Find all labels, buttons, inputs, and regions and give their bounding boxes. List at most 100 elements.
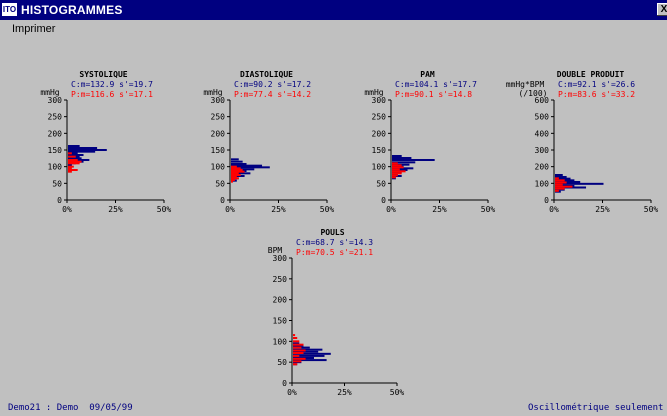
bar-p-diastolique xyxy=(231,172,239,175)
x-tick-label-double-produit: 25% xyxy=(595,205,610,214)
x-tick-label-pam: 25% xyxy=(432,205,447,214)
x-tick-label-pouls: 25% xyxy=(337,388,352,397)
bar-p-pouls xyxy=(293,343,304,346)
bar-p-pam xyxy=(392,172,402,175)
window-title: HISTOGRAMMES xyxy=(21,3,123,17)
bar-p-pam xyxy=(392,164,402,167)
y-tick-label-diastolique: 150 xyxy=(211,146,226,155)
bar-c-systolique xyxy=(68,152,78,155)
y-tick-label-pouls: 250 xyxy=(273,275,288,284)
footer-patient-info: Demo21 : Demo 09/05/99 xyxy=(8,403,133,413)
bar-p-double-produit xyxy=(555,177,559,180)
bar-p-diastolique xyxy=(231,170,245,173)
bar-c-diastolique xyxy=(231,166,270,169)
y-tick-label-double-produit: 500 xyxy=(535,113,550,122)
x-tick-label-pam: 50% xyxy=(481,205,496,214)
y-tick-label-double-produit: 400 xyxy=(535,129,550,138)
bar-p-diastolique xyxy=(231,179,235,181)
y-tick-label-diastolique: 250 xyxy=(211,113,226,122)
bar-p-double-produit xyxy=(555,181,567,184)
stats-p-pouls: P:m=70.5 s'=21.1 xyxy=(296,248,373,257)
y-tick-label-pam: 200 xyxy=(372,129,387,138)
bar-p-pouls xyxy=(293,357,306,360)
chart-title-systolique: SYSTOLIQUE xyxy=(79,70,127,79)
y-tick-label-pouls: 300 xyxy=(273,254,288,263)
bar-p-pam xyxy=(392,174,398,177)
stats-c-diastolique: C:m=90.2 s'=17.2 xyxy=(234,80,311,89)
bar-c-pouls xyxy=(293,342,300,345)
bar-p-systolique xyxy=(68,170,72,173)
app-icon: ITO xyxy=(2,3,17,16)
bar-c-diastolique xyxy=(231,158,239,161)
bar-p-double-produit xyxy=(555,187,565,190)
bar-p-pouls xyxy=(293,337,298,339)
bar-p-systolique xyxy=(68,167,72,170)
bar-p-double-produit xyxy=(555,179,565,182)
stats-c-double-produit: C:m=92.1 s'=26.6 xyxy=(558,80,635,89)
y-tick-label-diastolique: 100 xyxy=(211,163,226,172)
bar-p-pam xyxy=(392,176,396,179)
bar-p-pam xyxy=(392,170,406,173)
bar-c-pam xyxy=(392,161,416,164)
y-tick-label-double-produit: 100 xyxy=(535,179,550,188)
bar-c-pam xyxy=(392,155,402,157)
bar-p-pam xyxy=(392,168,400,171)
y-tick-label-pam: 50 xyxy=(376,179,386,188)
y-tick-label-double-produit: 300 xyxy=(535,146,550,155)
bar-p-pouls xyxy=(293,363,298,366)
y-tick-label-diastolique: 200 xyxy=(211,129,226,138)
bar-p-diastolique xyxy=(231,174,241,176)
bar-p-systolique xyxy=(68,160,82,163)
bar-p-pouls xyxy=(293,349,306,352)
y-tick-label-systolique: 150 xyxy=(48,146,63,155)
y-tick-label-systolique: 50 xyxy=(52,179,62,188)
stats-c-systolique: C:m=132.9 s'=19.7 xyxy=(71,80,153,89)
stats-p-diastolique: P:m=77.4 s'=14.2 xyxy=(234,90,311,99)
y-tick-label-systolique: 250 xyxy=(48,113,63,122)
y-tick-label-systolique: 300 xyxy=(48,96,63,105)
x-tick-label-diastolique: 0% xyxy=(225,205,235,214)
y-axis-label-pouls: BPM xyxy=(268,246,283,255)
x-tick-label-pouls: 50% xyxy=(390,388,405,397)
bar-c-pouls xyxy=(293,354,325,357)
bar-p-pam xyxy=(392,162,398,165)
bar-c-double-produit xyxy=(555,177,571,180)
x-tick-label-double-produit: 50% xyxy=(644,205,659,214)
x-tick-label-double-produit: 0% xyxy=(549,205,559,214)
y-tick-label-pouls: 0 xyxy=(282,379,287,388)
bar-p-diastolique xyxy=(231,167,241,170)
y-tick-label-systolique: 100 xyxy=(48,163,63,172)
bar-p-systolique xyxy=(68,155,76,158)
bar-p-diastolique xyxy=(231,180,233,183)
bar-c-double-produit xyxy=(555,174,563,176)
menu-item-imprimer[interactable]: Imprimer xyxy=(12,23,56,35)
bar-p-double-produit xyxy=(555,183,563,186)
y-axis-label-diastolique: mmHg xyxy=(203,88,222,97)
bar-c-double-produit xyxy=(555,176,567,178)
bar-p-pouls xyxy=(293,352,304,354)
bar-c-systolique xyxy=(68,147,98,149)
bar-p-diastolique xyxy=(231,169,243,171)
y-axis-label-systolique: mmHg xyxy=(40,88,59,97)
y-tick-label-pouls: 200 xyxy=(273,296,288,305)
title-bar: ITO HISTOGRAMMES X xyxy=(0,0,667,20)
bar-c-systolique xyxy=(68,145,80,147)
bar-p-diastolique xyxy=(231,165,237,168)
y-tick-label-diastolique: 50 xyxy=(215,179,225,188)
bar-c-double-produit xyxy=(555,182,604,185)
close-button[interactable]: X xyxy=(657,3,667,16)
y-tick-label-pouls: 150 xyxy=(273,317,288,326)
bar-c-pam xyxy=(392,159,435,161)
bar-c-pouls xyxy=(293,352,331,355)
bar-c-diastolique xyxy=(231,172,251,175)
y-axis-label-pam: mmHg xyxy=(364,88,383,97)
stats-p-double-produit: P:m=83.6 s'=33.2 xyxy=(558,90,635,99)
x-tick-label-pam: 0% xyxy=(386,205,396,214)
bar-c-diastolique xyxy=(231,163,247,165)
footer-mode-label: Oscillométrique seulement xyxy=(528,403,664,413)
chart-title-double-produit: DOUBLE PRODUIT xyxy=(557,70,625,79)
bar-c-systolique xyxy=(68,149,107,151)
x-tick-label-diastolique: 50% xyxy=(320,205,335,214)
bar-c-pouls xyxy=(293,359,327,362)
